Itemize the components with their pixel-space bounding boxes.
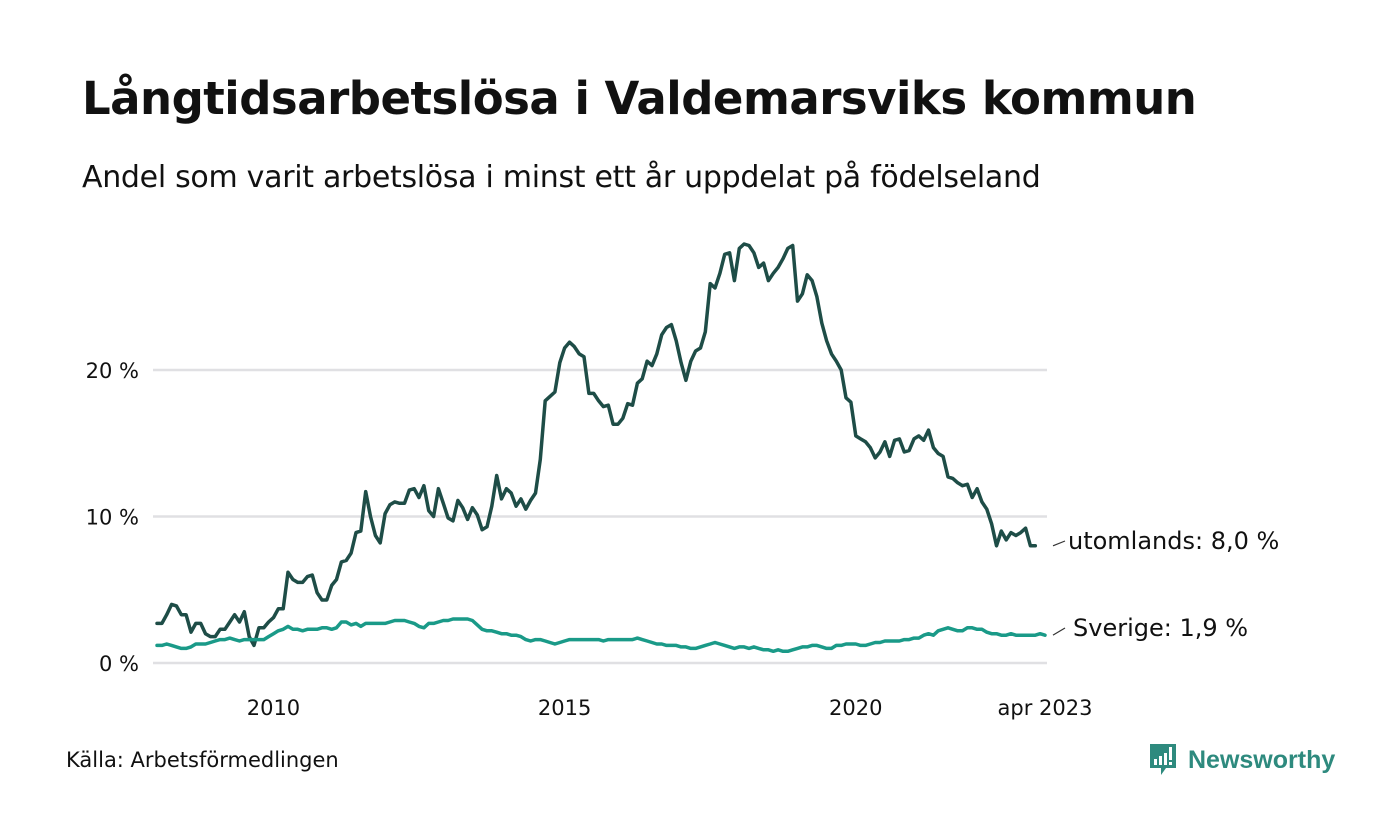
series-line-sverige xyxy=(155,617,1047,654)
x-tick-label: 2020 xyxy=(829,696,882,720)
source-note: Källa: Arbetsförmedlingen xyxy=(66,748,339,772)
y-tick-label: 0 % xyxy=(99,652,139,676)
chart-title: Långtidsarbetslösa i Valdemarsviks kommu… xyxy=(82,72,1197,125)
end-labels: utomlands: 8,0 % Sverige: 1,9 % xyxy=(1052,527,1279,642)
chart-subtitle: Andel som varit arbetslösa i minst ett å… xyxy=(82,160,1041,195)
newsworthy-chart-bubble-icon xyxy=(1150,744,1176,775)
x-tick-label: apr 2023 xyxy=(998,696,1093,720)
gridlines xyxy=(153,368,1047,665)
y-tick-label: 10 % xyxy=(86,506,139,530)
y-tick-label: 20 % xyxy=(86,359,139,383)
y-axis: 0 % 10 % 20 % xyxy=(86,359,139,676)
series-lines xyxy=(155,242,1047,654)
end-label-sverige: Sverige: 1,9 % xyxy=(1073,614,1248,642)
end-label-utomlands: utomlands: 8,0 % xyxy=(1068,527,1279,555)
series-line-utomlands xyxy=(155,242,1038,648)
label-connector xyxy=(1052,627,1066,636)
x-tick-label: 2010 xyxy=(247,696,300,720)
label-connector xyxy=(1052,540,1066,547)
brand-name: Newsworthy xyxy=(1188,745,1336,774)
x-tick-label: 2015 xyxy=(538,696,591,720)
newsworthy-logo[interactable]: Newsworthy xyxy=(1148,742,1335,778)
x-axis: 2010 2015 2020 apr 2023 xyxy=(247,696,1093,720)
